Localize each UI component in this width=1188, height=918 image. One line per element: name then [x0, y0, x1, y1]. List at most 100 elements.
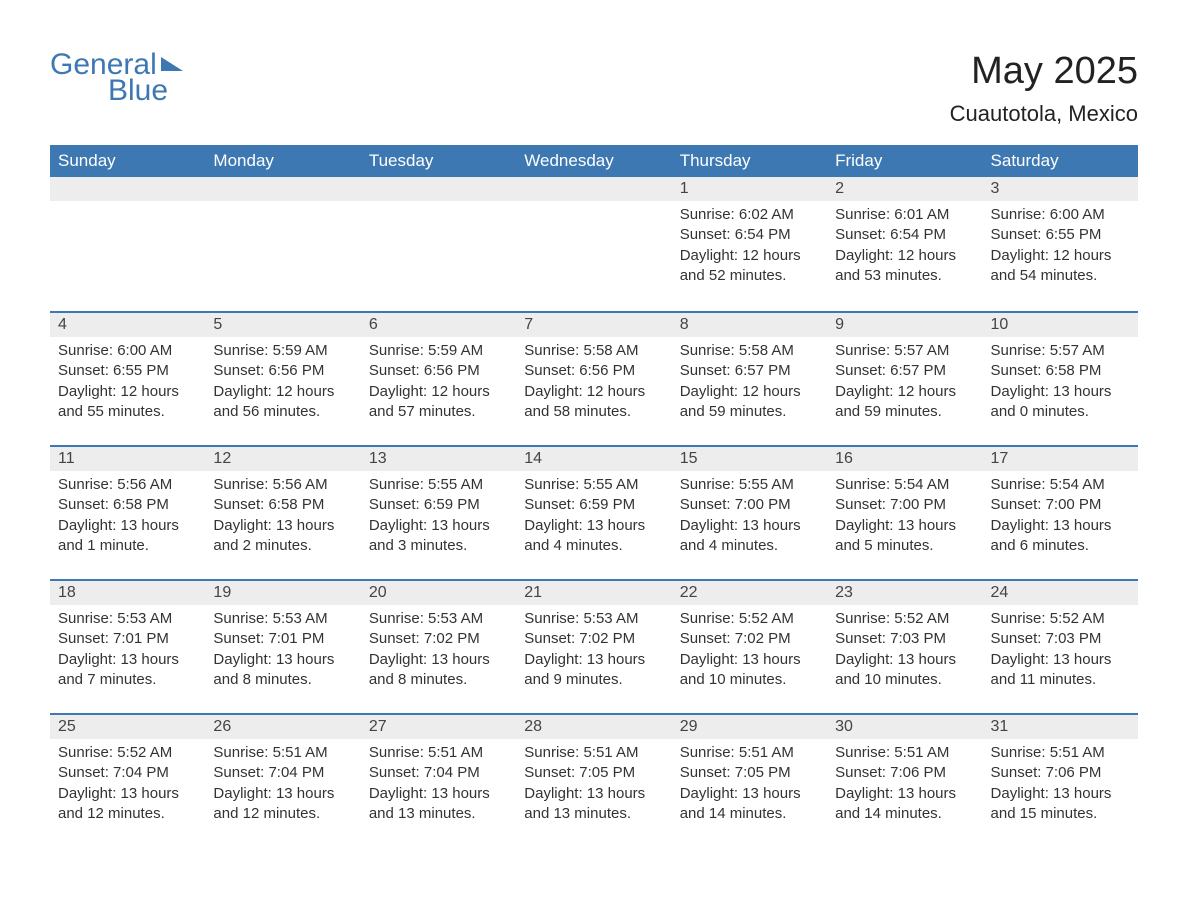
day-number: [516, 177, 671, 201]
day-number: 16: [827, 445, 982, 471]
day-header: Tuesday: [361, 145, 516, 177]
sunset-text: Sunset: 6:58 PM: [58, 495, 197, 515]
day-number: 22: [672, 579, 827, 605]
day-details: Sunrise: 5:54 AMSunset: 7:00 PMDaylight:…: [827, 471, 982, 564]
calendar-day-cell: 21Sunrise: 5:53 AMSunset: 7:02 PMDayligh…: [516, 579, 671, 713]
daylight-text: Daylight: 13 hours and 13 minutes.: [524, 784, 663, 825]
day-number: 19: [205, 579, 360, 605]
day-number: 6: [361, 311, 516, 337]
sunrise-text: Sunrise: 5:54 AM: [991, 475, 1130, 495]
day-number: 31: [983, 713, 1138, 739]
day-details: Sunrise: 5:52 AMSunset: 7:04 PMDaylight:…: [50, 739, 205, 832]
header-section: General Blue May 2025 Cuautotola, Mexico: [50, 50, 1138, 127]
day-details: Sunrise: 5:52 AMSunset: 7:02 PMDaylight:…: [672, 605, 827, 698]
daylight-text: Daylight: 12 hours and 54 minutes.: [991, 246, 1130, 287]
day-number: 20: [361, 579, 516, 605]
daylight-text: Daylight: 12 hours and 52 minutes.: [680, 246, 819, 287]
sunrise-text: Sunrise: 5:53 AM: [524, 609, 663, 629]
day-details: Sunrise: 5:51 AMSunset: 7:05 PMDaylight:…: [516, 739, 671, 832]
location-label: Cuautotola, Mexico: [950, 101, 1138, 127]
sunset-text: Sunset: 7:05 PM: [524, 763, 663, 783]
daylight-text: Daylight: 13 hours and 10 minutes.: [835, 650, 974, 691]
calendar-day-cell: 31Sunrise: 5:51 AMSunset: 7:06 PMDayligh…: [983, 713, 1138, 847]
calendar-day-cell: 1Sunrise: 6:02 AMSunset: 6:54 PMDaylight…: [672, 177, 827, 311]
sunrise-text: Sunrise: 5:51 AM: [524, 743, 663, 763]
sunrise-text: Sunrise: 5:51 AM: [369, 743, 508, 763]
daylight-text: Daylight: 13 hours and 1 minute.: [58, 516, 197, 557]
month-title: May 2025: [950, 50, 1138, 93]
day-number: 30: [827, 713, 982, 739]
logo: General Blue: [50, 50, 183, 106]
sunset-text: Sunset: 6:57 PM: [680, 361, 819, 381]
calendar-day-cell: 24Sunrise: 5:52 AMSunset: 7:03 PMDayligh…: [983, 579, 1138, 713]
day-number: 17: [983, 445, 1138, 471]
day-details: Sunrise: 5:55 AMSunset: 6:59 PMDaylight:…: [516, 471, 671, 564]
calendar-day-cell: 7Sunrise: 5:58 AMSunset: 6:56 PMDaylight…: [516, 311, 671, 445]
day-details: Sunrise: 5:56 AMSunset: 6:58 PMDaylight:…: [50, 471, 205, 564]
sunrise-text: Sunrise: 5:57 AM: [835, 341, 974, 361]
daylight-text: Daylight: 13 hours and 10 minutes.: [680, 650, 819, 691]
day-number: 8: [672, 311, 827, 337]
sunset-text: Sunset: 6:59 PM: [524, 495, 663, 515]
sunrise-text: Sunrise: 5:54 AM: [835, 475, 974, 495]
sunset-text: Sunset: 6:56 PM: [213, 361, 352, 381]
calendar-day-cell: 14Sunrise: 5:55 AMSunset: 6:59 PMDayligh…: [516, 445, 671, 579]
calendar-empty-cell: [50, 177, 205, 311]
sunset-text: Sunset: 7:00 PM: [835, 495, 974, 515]
sunrise-text: Sunrise: 6:00 AM: [58, 341, 197, 361]
calendar-day-cell: 27Sunrise: 5:51 AMSunset: 7:04 PMDayligh…: [361, 713, 516, 847]
sunset-text: Sunset: 7:03 PM: [991, 629, 1130, 649]
day-number: 14: [516, 445, 671, 471]
sunrise-text: Sunrise: 5:53 AM: [213, 609, 352, 629]
day-number: [50, 177, 205, 201]
day-number: 29: [672, 713, 827, 739]
calendar-week-row: 11Sunrise: 5:56 AMSunset: 6:58 PMDayligh…: [50, 445, 1138, 579]
daylight-text: Daylight: 13 hours and 5 minutes.: [835, 516, 974, 557]
sunrise-text: Sunrise: 5:52 AM: [680, 609, 819, 629]
sunset-text: Sunset: 6:56 PM: [524, 361, 663, 381]
sunset-text: Sunset: 6:54 PM: [835, 225, 974, 245]
calendar-day-cell: 12Sunrise: 5:56 AMSunset: 6:58 PMDayligh…: [205, 445, 360, 579]
day-details: Sunrise: 5:58 AMSunset: 6:56 PMDaylight:…: [516, 337, 671, 430]
daylight-text: Daylight: 13 hours and 13 minutes.: [369, 784, 508, 825]
calendar-week-row: 1Sunrise: 6:02 AMSunset: 6:54 PMDaylight…: [50, 177, 1138, 311]
sunrise-text: Sunrise: 5:55 AM: [524, 475, 663, 495]
day-details: Sunrise: 5:51 AMSunset: 7:04 PMDaylight:…: [205, 739, 360, 832]
day-number: 15: [672, 445, 827, 471]
sunrise-text: Sunrise: 5:58 AM: [524, 341, 663, 361]
day-details: Sunrise: 5:59 AMSunset: 6:56 PMDaylight:…: [205, 337, 360, 430]
sunset-text: Sunset: 6:56 PM: [369, 361, 508, 381]
calendar-day-cell: 15Sunrise: 5:55 AMSunset: 7:00 PMDayligh…: [672, 445, 827, 579]
day-number: 5: [205, 311, 360, 337]
sunrise-text: Sunrise: 5:52 AM: [835, 609, 974, 629]
calendar-day-cell: 19Sunrise: 5:53 AMSunset: 7:01 PMDayligh…: [205, 579, 360, 713]
sunrise-text: Sunrise: 5:58 AM: [680, 341, 819, 361]
sunset-text: Sunset: 6:54 PM: [680, 225, 819, 245]
daylight-text: Daylight: 13 hours and 4 minutes.: [680, 516, 819, 557]
day-header: Friday: [827, 145, 982, 177]
calendar-empty-cell: [516, 177, 671, 311]
day-details: Sunrise: 5:52 AMSunset: 7:03 PMDaylight:…: [983, 605, 1138, 698]
calendar-day-cell: 18Sunrise: 5:53 AMSunset: 7:01 PMDayligh…: [50, 579, 205, 713]
day-number: 11: [50, 445, 205, 471]
daylight-text: Daylight: 12 hours and 53 minutes.: [835, 246, 974, 287]
sunset-text: Sunset: 7:01 PM: [58, 629, 197, 649]
daylight-text: Daylight: 12 hours and 59 minutes.: [835, 382, 974, 423]
daylight-text: Daylight: 13 hours and 8 minutes.: [213, 650, 352, 691]
day-number: 4: [50, 311, 205, 337]
sunrise-text: Sunrise: 5:51 AM: [835, 743, 974, 763]
calendar-body: 1Sunrise: 6:02 AMSunset: 6:54 PMDaylight…: [50, 177, 1138, 847]
sunset-text: Sunset: 6:59 PM: [369, 495, 508, 515]
logo-word2: Blue: [108, 76, 183, 106]
daylight-text: Daylight: 13 hours and 8 minutes.: [369, 650, 508, 691]
calendar-day-cell: 2Sunrise: 6:01 AMSunset: 6:54 PMDaylight…: [827, 177, 982, 311]
calendar-day-cell: 9Sunrise: 5:57 AMSunset: 6:57 PMDaylight…: [827, 311, 982, 445]
calendar-table: SundayMondayTuesdayWednesdayThursdayFrid…: [50, 145, 1138, 847]
sunset-text: Sunset: 7:02 PM: [369, 629, 508, 649]
day-number: 2: [827, 177, 982, 201]
calendar-day-cell: 30Sunrise: 5:51 AMSunset: 7:06 PMDayligh…: [827, 713, 982, 847]
day-details: Sunrise: 5:55 AMSunset: 6:59 PMDaylight:…: [361, 471, 516, 564]
calendar-head: SundayMondayTuesdayWednesdayThursdayFrid…: [50, 145, 1138, 177]
sunset-text: Sunset: 6:58 PM: [213, 495, 352, 515]
daylight-text: Daylight: 13 hours and 2 minutes.: [213, 516, 352, 557]
